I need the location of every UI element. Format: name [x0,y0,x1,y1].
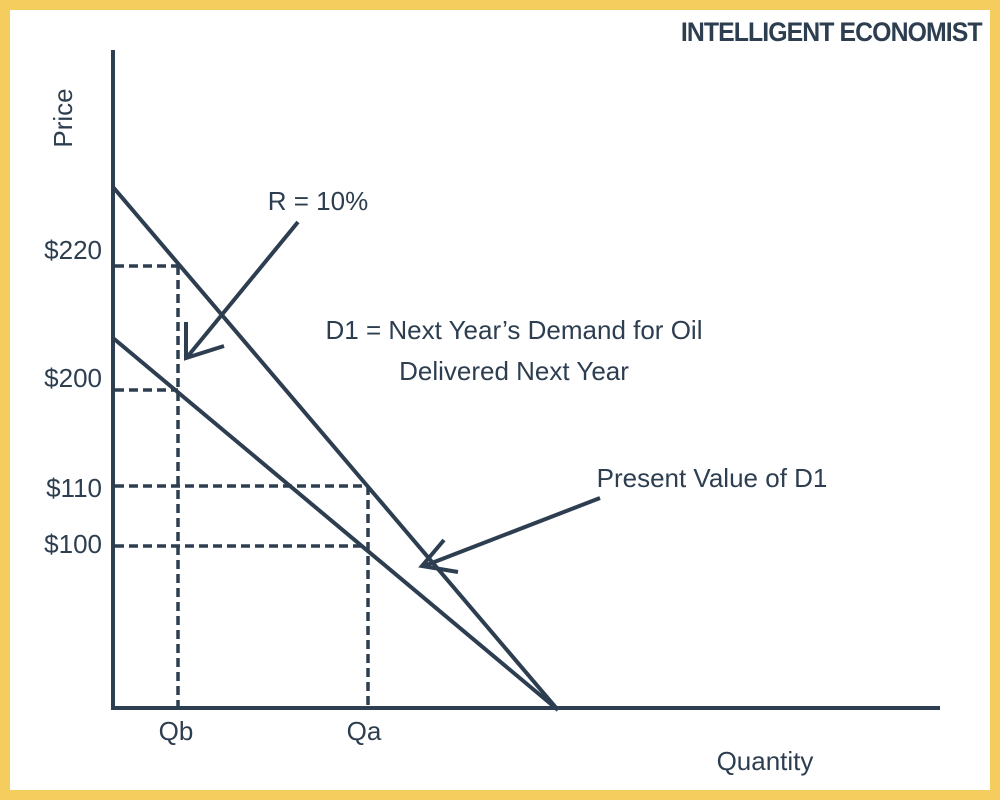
arrowhead [418,538,459,574]
quantity-label: Qa [347,716,382,746]
price-label: $220 [44,235,102,265]
price-label: $100 [44,529,102,559]
arrow [423,496,601,568]
annotation: D1 = Next Year’s Demand for Oil [326,315,703,345]
brand: INTELLIGENT ECONOMIST [681,18,983,47]
price-label: $110 [46,473,102,503]
annotation: Delivered Next Year [399,356,629,386]
arrowhead [184,322,225,361]
arrow [186,220,300,358]
y-axis-label: Price [48,88,78,147]
annotation: R = 10% [268,186,368,216]
demand-d1 [111,185,560,712]
price-label: $200 [44,363,102,393]
annotation: Present Value of D1 [597,463,828,493]
demand-pv [111,336,560,712]
x-axis-label: Quantity [717,746,814,776]
quantity-label: Qb [159,716,194,746]
